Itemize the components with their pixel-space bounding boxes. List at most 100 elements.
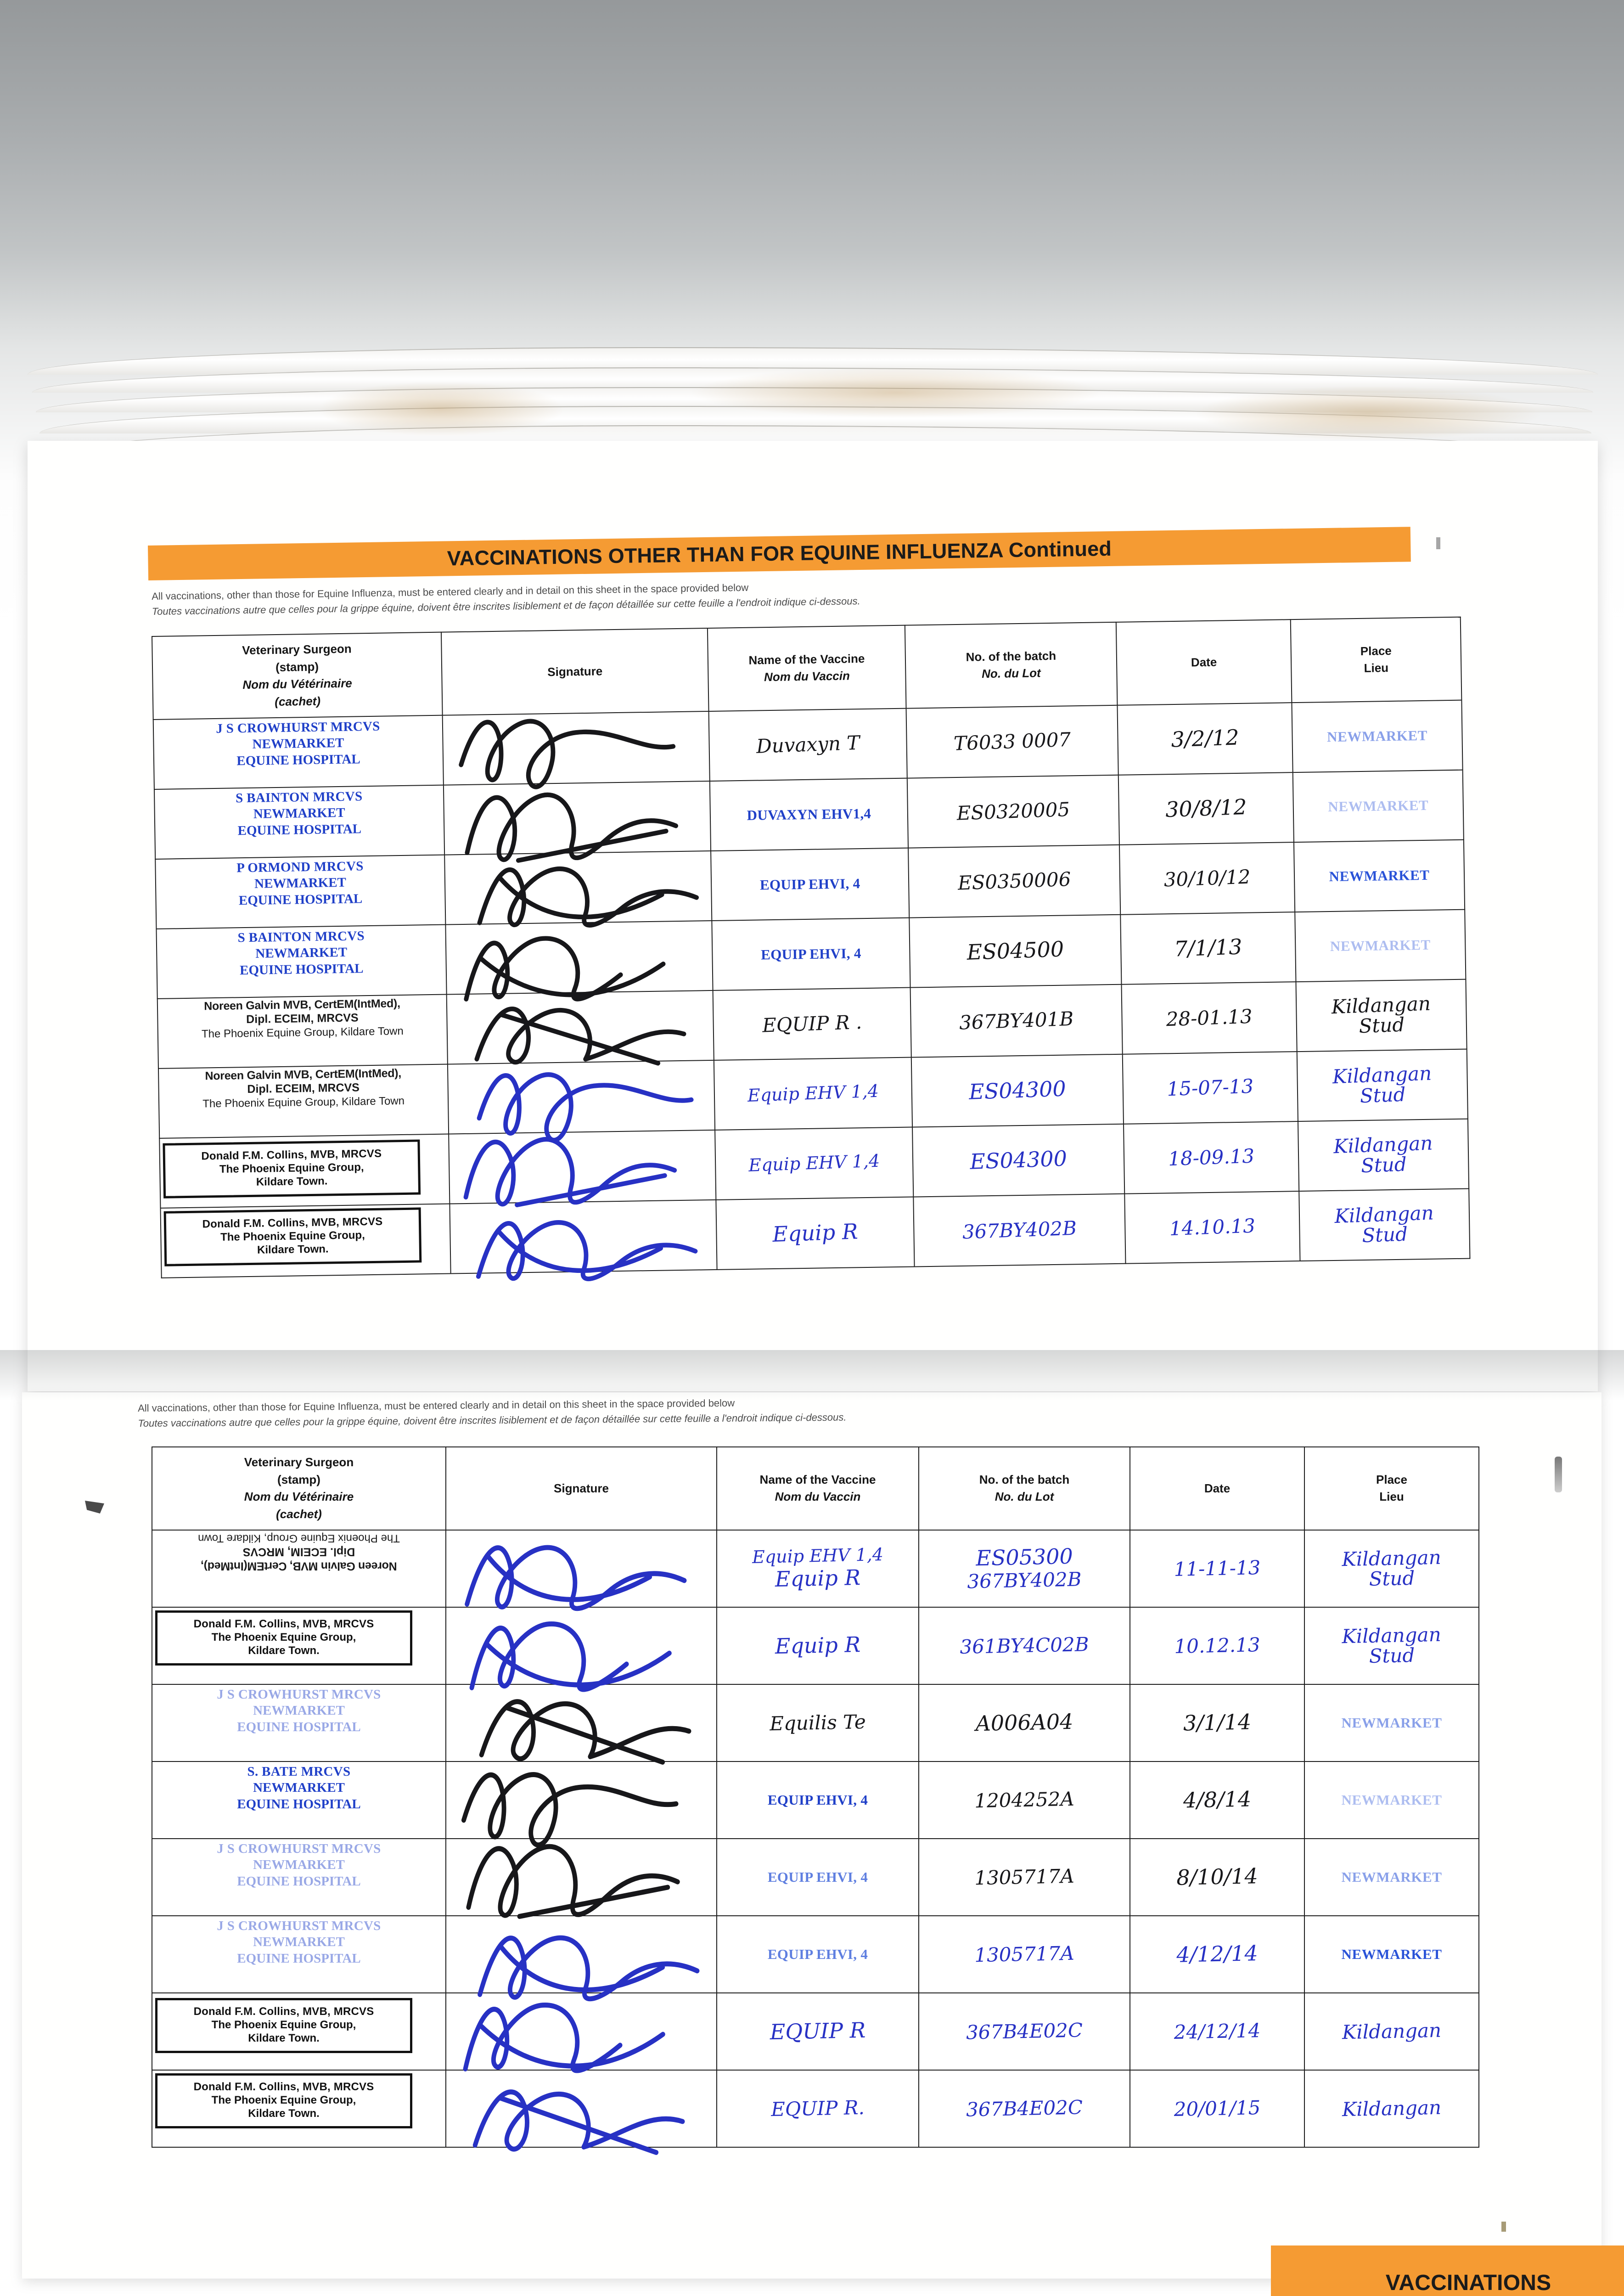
col-header-date-label-2: Date — [1204, 1481, 1231, 1495]
vaccination-row[interactable]: S. BATE MRCVS NEWMARKET EQUINE HOSPITAL EQU… — [152, 1761, 1479, 1848]
batch-cell: ES04300 — [912, 1124, 1125, 1197]
place-value: NEWMARKET — [1329, 867, 1430, 884]
vet-stamp: J S CROWHURST MRCVS NEWMARKET EQUINE HOSPI… — [152, 1687, 445, 1735]
date-value: 30/8/12 — [1165, 794, 1248, 822]
vaccine-cell: Equilis Te — [716, 1683, 919, 1762]
col-header-vaccine-fr-2: Nom du Vaccin — [775, 1490, 861, 1504]
vaccination-row[interactable]: Donald F.M. Collins, MVB, MRCVS The Phoen… — [152, 1606, 1479, 1692]
vaccine-value: EQUIP EHVI, 4 — [767, 1868, 868, 1885]
vet-stamp-line-1: Donald F.M. Collins, MVB, MRCVS — [202, 1215, 383, 1231]
vaccine-value: EQUIP R . — [762, 1010, 862, 1037]
batch-cell: A006A04 — [918, 1683, 1130, 1762]
vet-stamp-line-3: EQUINE HOSPITAL — [237, 1719, 361, 1734]
vet-stamp-line-1: Donald F.M. Collins, MVB, MRCVS — [201, 1147, 382, 1163]
vet-stamp: P ORMOND MRCVS NEWMARKET EQUINE HOSPITAL — [156, 857, 445, 910]
place-value: Kildangan Stud — [1341, 1546, 1442, 1590]
col-header-place: Place Lieu — [1290, 617, 1462, 703]
vet-stamp-line-1: S. BATE MRCVS — [247, 1764, 351, 1779]
vaccine-cell: DUVAXYN EHV1,4 — [709, 778, 909, 851]
date-cell: 18-09.13 — [1123, 1121, 1299, 1194]
signature-cell — [445, 1606, 717, 1692]
place-value: NEWMARKET — [1330, 936, 1431, 954]
vet-surgeon-cell: J S CROWHURST MRCVS NEWMARKET EQUINE HOSPI… — [153, 715, 444, 789]
vet-surgeon-cell: Noreen Galvin MVB, CertEM(IntMed), Dipl. … — [152, 1529, 446, 1608]
vet-stamp-line-2: The Phoenix Equine Group, — [211, 2019, 356, 2032]
vet-stamp-line-2: NEWMARKET — [254, 875, 347, 891]
date-value: 4/8/14 — [1183, 1786, 1252, 1813]
signature-cell — [450, 1199, 717, 1281]
vet-stamp: Donald F.M. Collins, MVB, MRCVS The Phoen… — [155, 2073, 412, 2128]
date-cell: 8/10/14 — [1129, 1838, 1305, 1916]
col-header-vaccine-fr: Nom du Vaccin — [764, 669, 850, 684]
col-header-vaccine-en: Name of the Vaccine — [748, 651, 865, 667]
col-header-vet-surgeon-2: Veterinary Surgeon (stamp) Nom du Vétéri… — [152, 1446, 446, 1531]
place-cell: NEWMARKET — [1292, 700, 1463, 772]
signature-cell — [444, 850, 712, 928]
col-header-date-label: Date — [1191, 655, 1217, 669]
vaccine-cell: EQUIP EHVI, 4 — [716, 1761, 919, 1839]
date-cell: 3/1/14 — [1129, 1683, 1305, 1762]
vet-surgeon-cell: S. BATE MRCVS NEWMARKET EQUINE HOSPITAL — [152, 1761, 446, 1839]
batch-value: 367BY401B — [959, 1007, 1074, 1034]
col-header-signature: Signature — [441, 628, 709, 715]
batch-value: ES04300 — [968, 1076, 1067, 1105]
batch-value: 367B4E02C — [966, 2095, 1083, 2121]
table-bottom-header-row: Veterinary Surgeon (stamp) Nom du Vétéri… — [152, 1446, 1479, 1531]
vaccination-row[interactable]: Noreen Galvin MVB, CertEM(IntMed), Dipl. … — [152, 1529, 1479, 1611]
vaccine-value: EQUIP EHVI, 4 — [767, 1791, 868, 1808]
vet-stamp: Donald F.M. Collins, MVB, MRCVS The Phoen… — [163, 1207, 422, 1266]
vaccination-row[interactable]: J S CROWHURST MRCVS NEWMARKET EQUINE HOSPI… — [152, 1838, 1479, 1919]
place-cell: Kildangan Stud — [1297, 1049, 1468, 1121]
vet-stamp-line-1: Noreen Galvin MVB, CertEM(IntMed), — [204, 996, 400, 1013]
date-cell: 30/10/12 — [1119, 842, 1295, 915]
place-cell: NEWMARKET — [1304, 1761, 1479, 1839]
vet-stamp-line-3: EQUINE HOSPITAL — [237, 821, 362, 838]
col-header-place-fr: Lieu — [1364, 661, 1389, 675]
section-banner-bottom-label: VACCINATIONS — [1385, 2270, 1551, 2295]
batch-value: 361BY4C02B — [959, 1632, 1090, 1658]
col-header-vet-fr2: (cachet) — [275, 694, 321, 709]
batch-cell: 367BY401B — [910, 984, 1123, 1058]
vaccination-row[interactable]: J S CROWHURST MRCVS NEWMARKET EQUINE HOSPI… — [152, 1915, 1479, 2001]
col-header-batch-en-2: No. of the batch — [979, 1472, 1070, 1486]
vet-stamp: S BAINTON MRCVS NEWMARKET EQUINE HOSPITAL — [155, 787, 444, 840]
col-header-signature-label-2: Signature — [554, 1481, 609, 1495]
place-cell: Kildangan Stud — [1296, 979, 1467, 1052]
signature-cell — [445, 1529, 717, 1611]
signature-cell — [443, 781, 711, 863]
vet-stamp-line-3: The Phoenix Equine Group, Kildare Town — [198, 1532, 400, 1545]
signature-cell — [445, 1838, 717, 1919]
signature-cell — [445, 920, 713, 1002]
batch-value: 367B4E02C — [966, 2018, 1083, 2044]
place-cell: Kildangan — [1304, 1992, 1479, 2071]
date-cell: 14.10.13 — [1124, 1191, 1300, 1264]
signature-cell — [445, 1915, 717, 2001]
vet-stamp-line-3: The Phoenix Equine Group, Kildare Town — [202, 1094, 405, 1110]
vaccine-cell: Equip R — [716, 1606, 919, 1685]
vaccination-row[interactable]: Donald F.M. Collins, MVB, MRCVS The Phoen… — [152, 2069, 1479, 2155]
vet-stamp-line-3: EQUINE HOSPITAL — [238, 891, 363, 908]
vet-surgeon-cell: J S CROWHURST MRCVS NEWMARKET EQUINE HOSPI… — [152, 1683, 446, 1762]
vet-stamp: S BAINTON MRCVS NEWMARKET EQUINE HOSPITAL — [157, 927, 446, 979]
date-cell: 28-01.13 — [1121, 981, 1297, 1054]
vet-stamp-line-3: EQUINE HOSPITAL — [237, 1796, 361, 1812]
vaccination-row[interactable]: Donald F.M. Collins, MVB, MRCVS The Phoen… — [152, 1992, 1479, 2073]
place-value: Kildangan Stud — [1333, 1131, 1433, 1177]
batch-cell: ES0320005 — [907, 775, 1119, 848]
vet-stamp-line-3: EQUINE HOSPITAL — [237, 1951, 361, 1966]
place-value: NEWMARKET — [1341, 1946, 1442, 1962]
vet-stamp: Donald F.M. Collins, MVB, MRCVS The Phoen… — [155, 1998, 412, 2053]
vet-surgeon-cell: Donald F.M. Collins, MVB, MRCVS The Phoen… — [152, 1606, 446, 1685]
vet-stamp: J S CROWHURST MRCVS NEWMARKET EQUINE HOSPI… — [154, 717, 443, 770]
batch-value: A006A04 — [975, 1709, 1073, 1736]
place-value: Kildangan Stud — [1331, 992, 1431, 1037]
batch-cell: 367B4E02C — [918, 2069, 1130, 2148]
batch-value: 367BY402B — [962, 1216, 1077, 1244]
batch-cell: 1204252A — [918, 1761, 1130, 1839]
date-value: 10.12.13 — [1174, 1633, 1260, 1658]
vaccine-cell: EQUIP R . — [713, 987, 911, 1060]
vaccination-row[interactable]: J S CROWHURST MRCVS NEWMARKET EQUINE HOSPI… — [152, 1683, 1479, 1765]
vet-surgeon-cell: J S CROWHURST MRCVS NEWMARKET EQUINE HOSPI… — [152, 1838, 446, 1916]
vaccine-cell: Equip EHV 1,4 — [715, 1127, 914, 1200]
vaccine-value: Equip R — [772, 1219, 859, 1247]
